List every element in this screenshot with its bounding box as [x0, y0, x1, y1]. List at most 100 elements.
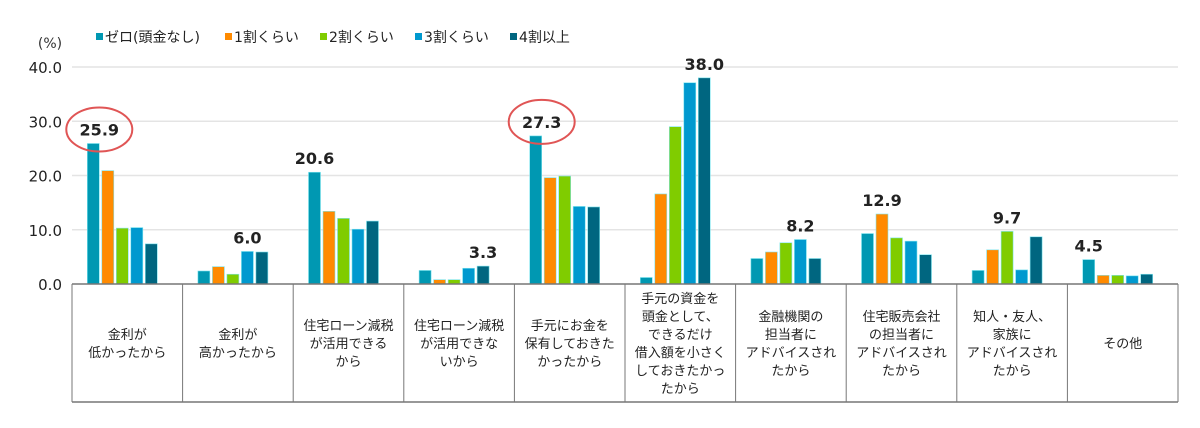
y-axis-ticks: 0.0 10.0 20.0 30.0 40.0: [29, 59, 62, 294]
bar: [241, 251, 254, 285]
category-label: 住宅販売会社: [862, 309, 940, 325]
bar: [639, 277, 653, 285]
y-tick-label: 20.0: [29, 168, 62, 186]
legend: ゼロ(頭金なし) 1割くらい 2割くらい 3割くらい 4割以上: [96, 29, 570, 46]
category-label: アドバイスされ: [967, 346, 1058, 361]
data-label: 8.2: [786, 217, 814, 236]
bar: [1015, 269, 1028, 285]
bar: [1096, 275, 1110, 285]
bar: [226, 273, 240, 285]
category-label: アドバイスされ: [746, 346, 837, 361]
data-label: 20.6: [295, 149, 334, 168]
category-label: が活用できな: [420, 337, 498, 352]
legend-label: 2割くらい: [329, 29, 394, 46]
legend-label: 1割くらい: [234, 29, 299, 46]
bar: [971, 270, 985, 285]
category-label: いから: [440, 355, 479, 370]
bar: [116, 227, 129, 285]
bar: [668, 126, 682, 285]
bar: [145, 243, 158, 285]
legend-label: ゼロ(頭金なし): [105, 30, 200, 46]
bar: [1111, 275, 1124, 285]
bar: [750, 258, 764, 285]
bar: [572, 206, 586, 285]
bar: [808, 258, 822, 285]
category-label: たから: [993, 364, 1032, 379]
data-label: 27.3: [522, 113, 561, 132]
data-label: 38.0: [685, 55, 724, 74]
category-label: 金利が: [218, 327, 257, 343]
legend-swatch: [320, 33, 327, 40]
bar: [130, 227, 144, 285]
y-tick-label: 30.0: [29, 113, 62, 131]
category-label: 借入額を小さく: [635, 346, 726, 361]
data-label: 12.9: [862, 191, 901, 210]
category-table: 金利が低かったから金利が高かったから住宅ローン減税が活用できるから住宅ローン減税…: [71, 283, 1179, 403]
category-label: たから: [882, 364, 921, 379]
category-label: 頭金として、: [642, 309, 719, 325]
category-label: しておきたかっ: [635, 364, 725, 379]
bars: [87, 77, 1153, 285]
legend-swatch: [96, 33, 103, 40]
bar: [1029, 236, 1043, 285]
bar: [779, 242, 793, 285]
data-label: 6.0: [233, 228, 261, 247]
bar: [875, 213, 889, 285]
bar: [683, 82, 697, 285]
legend-swatch: [225, 33, 232, 40]
category-label: 手元の資金を: [641, 291, 719, 307]
category-label: 高かったから: [199, 345, 277, 361]
bar: [558, 175, 572, 285]
highlight-circle: [507, 98, 576, 145]
bar: [101, 170, 115, 285]
legend-label: 4割以上: [519, 29, 570, 46]
bar: [794, 239, 807, 285]
bar: [1140, 273, 1153, 285]
category-label: 住宅ローン減税: [303, 318, 393, 334]
bar: [337, 218, 350, 285]
data-label: 25.9: [80, 120, 119, 139]
highlight-circle: [65, 106, 134, 153]
category-label: できるだけ: [648, 328, 713, 343]
bar: [919, 254, 932, 285]
bar: [543, 177, 557, 285]
data-labels: 25.9 6.0 20.6 3.3 27.3 38.0 8.2 12.9 9.7 4.5: [65, 55, 1103, 262]
bar: [366, 220, 379, 285]
bar: [212, 266, 225, 285]
bar: [986, 249, 999, 285]
bar: [890, 237, 903, 285]
bar: [654, 193, 668, 285]
data-label: 3.3: [469, 243, 497, 262]
bar: [1082, 259, 1095, 285]
category-label: が活用できる: [310, 337, 388, 352]
bar: [1125, 275, 1139, 285]
category-label: たから: [771, 364, 810, 379]
category-label: 低かったから: [88, 346, 166, 361]
category-label: 金融機関の: [758, 309, 823, 325]
bar: [418, 270, 432, 285]
bar: [587, 206, 601, 285]
category-label: アドバイスされ: [856, 346, 947, 361]
bar: [529, 135, 543, 285]
y-tick-label: 10.0: [29, 222, 62, 240]
bar: [462, 267, 475, 285]
category-label: 手元にお金を: [531, 318, 609, 334]
y-axis-unit: (%): [38, 36, 62, 52]
category-label: 保有しておきた: [525, 337, 615, 352]
legend-swatch: [415, 33, 422, 40]
bar: [197, 270, 211, 285]
bar: [861, 233, 874, 285]
bar: [87, 143, 100, 285]
bar: [351, 228, 365, 285]
bar: [322, 211, 336, 285]
bar: [308, 171, 321, 285]
data-label: 4.5: [1075, 237, 1103, 256]
bar: [697, 77, 711, 285]
y-tick-label: 0.0: [38, 276, 62, 294]
category-label: その他: [1103, 337, 1142, 352]
category-label: かったから: [537, 355, 602, 370]
bar: [476, 265, 490, 285]
bar: [904, 240, 918, 285]
category-label: の担当者に: [869, 328, 934, 343]
